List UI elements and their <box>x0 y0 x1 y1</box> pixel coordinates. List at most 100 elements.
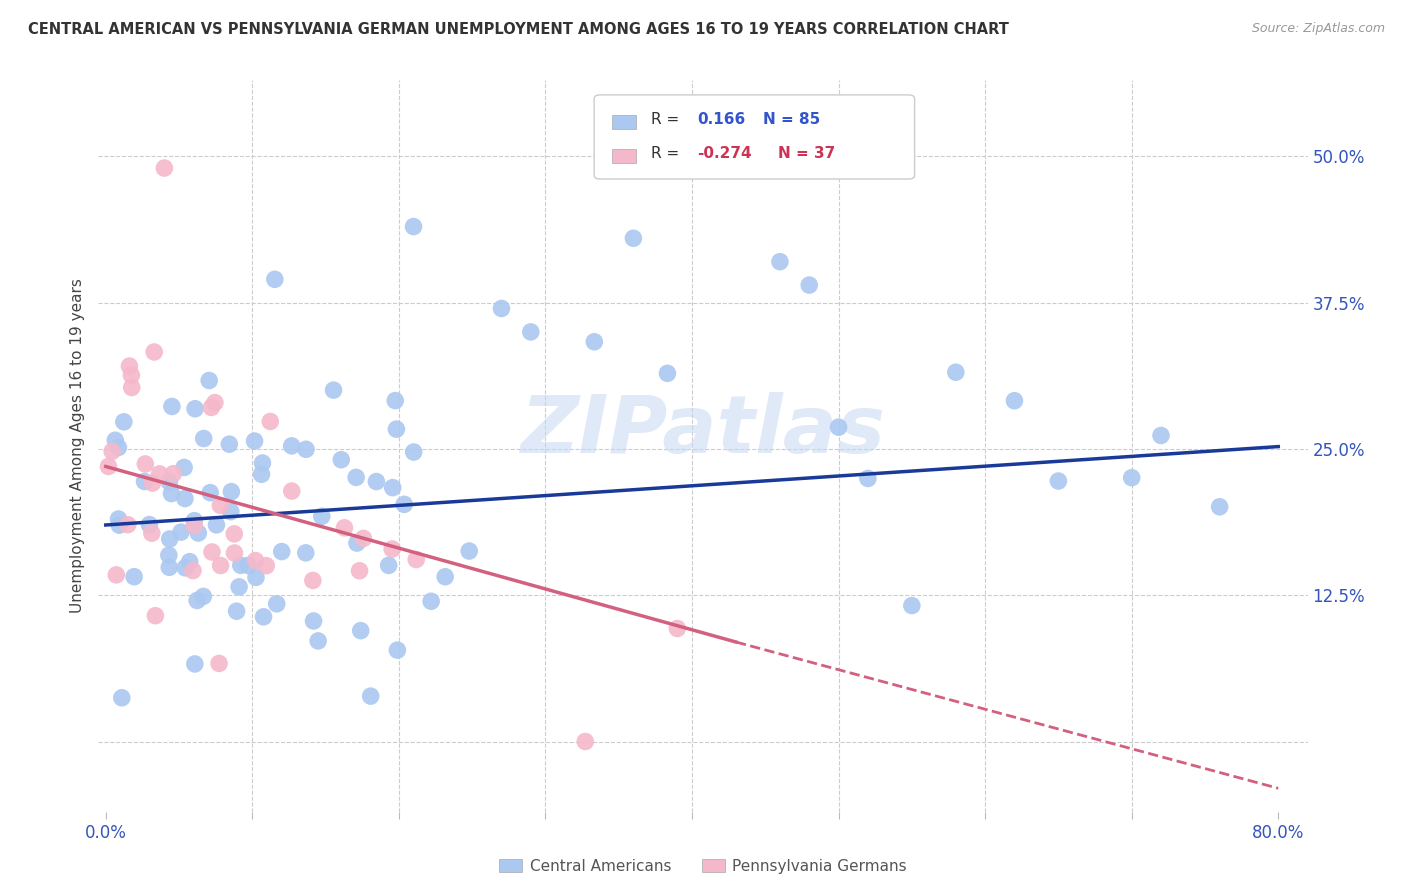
Point <box>387 643 409 657</box>
Point <box>281 484 304 499</box>
Point <box>221 484 243 499</box>
Point <box>1208 500 1230 514</box>
Point <box>183 514 205 528</box>
Point <box>198 374 221 388</box>
Point <box>143 345 166 359</box>
Point <box>245 553 267 567</box>
Point <box>266 597 288 611</box>
Point <box>295 442 318 457</box>
Point <box>112 415 135 429</box>
Point <box>458 544 481 558</box>
Point <box>344 470 367 484</box>
Point <box>159 532 181 546</box>
Point <box>141 476 163 491</box>
Point <box>198 485 221 500</box>
Point <box>252 610 274 624</box>
Point <box>360 689 382 703</box>
Point <box>302 614 325 628</box>
Point <box>179 555 201 569</box>
Point <box>201 545 224 559</box>
Point <box>280 439 302 453</box>
Point <box>384 393 406 408</box>
Point <box>141 526 163 541</box>
Point <box>311 509 333 524</box>
Point <box>162 467 184 481</box>
Point <box>173 460 195 475</box>
Point <box>252 456 274 470</box>
Point <box>322 383 344 397</box>
Point <box>134 457 156 471</box>
Point <box>350 624 373 638</box>
Point <box>491 301 513 316</box>
Point <box>254 558 277 573</box>
Point <box>901 599 924 613</box>
Point <box>108 518 131 533</box>
Point <box>153 161 176 175</box>
Point <box>402 219 425 234</box>
Text: R =: R = <box>651 146 679 161</box>
Point <box>377 558 399 573</box>
Point <box>621 231 644 245</box>
Text: ZIPatlas: ZIPatlas <box>520 392 886 470</box>
Point <box>208 657 231 671</box>
Point <box>186 593 208 607</box>
Text: 0.166: 0.166 <box>697 112 745 127</box>
Point <box>157 548 180 562</box>
Point <box>205 517 228 532</box>
Text: Source: ZipAtlas.com: Source: ZipAtlas.com <box>1251 22 1385 36</box>
Point <box>352 532 374 546</box>
Point <box>769 254 792 268</box>
Point <box>263 272 285 286</box>
Point <box>117 517 139 532</box>
Point <box>1047 474 1070 488</box>
Point <box>122 569 145 583</box>
Point <box>225 604 247 618</box>
Point <box>193 590 215 604</box>
Point <box>107 512 129 526</box>
Point <box>101 444 124 458</box>
Point <box>294 546 316 560</box>
Point <box>366 475 388 489</box>
Point <box>204 395 226 409</box>
Point <box>657 367 679 381</box>
Point <box>121 380 143 394</box>
Point <box>307 634 329 648</box>
Point <box>209 558 232 573</box>
Point <box>219 505 242 519</box>
Point <box>827 420 849 434</box>
Point <box>209 499 232 513</box>
Text: N = 85: N = 85 <box>763 112 821 127</box>
Point <box>228 580 250 594</box>
Point <box>120 368 142 383</box>
Point <box>224 546 246 560</box>
Text: R =: R = <box>651 112 679 127</box>
Point <box>174 561 197 575</box>
Point <box>160 486 183 500</box>
Point <box>97 459 120 474</box>
Point <box>157 560 180 574</box>
Point <box>1121 471 1143 485</box>
Point <box>270 544 292 558</box>
Point <box>349 564 371 578</box>
Point <box>118 359 141 373</box>
Point <box>302 574 325 588</box>
Point <box>583 334 606 349</box>
Point <box>392 497 415 511</box>
Point <box>799 278 821 293</box>
Point <box>104 434 127 448</box>
Point <box>405 552 427 566</box>
Point <box>238 558 260 573</box>
Point <box>346 536 368 550</box>
Point <box>170 525 193 540</box>
Point <box>105 567 128 582</box>
Point <box>193 432 215 446</box>
Point <box>160 400 183 414</box>
Point <box>402 445 425 459</box>
Text: N = 37: N = 37 <box>778 146 835 161</box>
Point <box>200 401 222 415</box>
Point <box>1004 393 1026 408</box>
Point <box>184 657 207 671</box>
Bar <box>613 149 637 163</box>
Point <box>181 564 204 578</box>
Point <box>218 437 240 451</box>
